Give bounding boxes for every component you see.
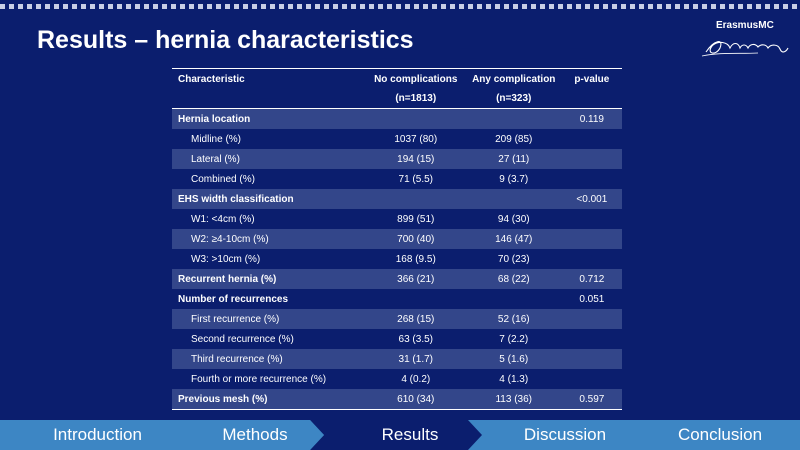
results-table: Characteristic No complications Any comp… bbox=[172, 68, 622, 410]
nav-item-conclusion[interactable]: Conclusion bbox=[677, 425, 763, 444]
row-label: Fourth or more recurrence (%) bbox=[191, 373, 327, 385]
cell-pvalue bbox=[562, 209, 622, 229]
header-any-complication-n: (n=323) bbox=[465, 89, 562, 109]
nav-item-discussion[interactable]: Discussion bbox=[523, 425, 607, 444]
active-section-chevron bbox=[310, 420, 482, 450]
cell-any-complication bbox=[465, 108, 562, 129]
header-no-complications-n: (n=1813) bbox=[365, 89, 466, 109]
nav-item-introduction[interactable]: Introduction bbox=[53, 425, 142, 444]
cell-no-complications: 71 (5.5) bbox=[398, 173, 433, 185]
table-row: Midline (%) 1037 (80) 209 (85) bbox=[172, 129, 622, 149]
signature-icon bbox=[701, 41, 789, 57]
table-row: Third recurrence (%) 31 (1.7) 5 (1.6) bbox=[172, 349, 622, 369]
cell-any-complication: 4 (1.3) bbox=[499, 373, 529, 385]
cell-no-complications: 31 (1.7) bbox=[365, 349, 466, 369]
table-row: Lateral (%) 194 (15) 27 (11) bbox=[172, 149, 622, 169]
cell-pvalue bbox=[562, 369, 622, 389]
cell-any-complication: 9 (3.7) bbox=[499, 173, 529, 185]
cell-pvalue bbox=[562, 249, 622, 269]
table-row: Hernia location 0.119 bbox=[172, 108, 622, 129]
cell-pvalue: 0.119 bbox=[561, 108, 622, 129]
header-pvalue: p-value bbox=[561, 68, 622, 89]
cell-any-complication: 52 (16) bbox=[465, 309, 562, 329]
header-row-n: (n=1813) (n=323) bbox=[172, 89, 622, 109]
row-label: Second recurrence (%) bbox=[191, 333, 294, 345]
cell-no-complications bbox=[365, 108, 466, 129]
cell-pvalue bbox=[561, 149, 622, 169]
header-characteristic: Characteristic bbox=[172, 68, 366, 89]
slide-title: Results – hernia characteristics bbox=[37, 26, 414, 54]
cell-pvalue bbox=[562, 169, 622, 189]
table-row: Recurrent hernia (%) 366 (21) 68 (22) 0.712 bbox=[172, 269, 622, 289]
cell-pvalue: 0.712 bbox=[561, 269, 622, 289]
cell-no-complications: 700 (40) bbox=[365, 229, 466, 249]
cell-no-complications: 899 (51) bbox=[397, 213, 435, 225]
cell-no-complications: 63 (3.5) bbox=[398, 333, 433, 345]
table-row: Number of recurrences 0.051 bbox=[172, 289, 622, 309]
table-row: W1: <4cm (%) 899 (51) 94 (30) bbox=[172, 209, 622, 229]
cell-any-complication: 7 (2.2) bbox=[499, 333, 529, 345]
row-label: EHS width classification bbox=[172, 189, 366, 209]
cell-pvalue: <0.001 bbox=[561, 189, 622, 209]
cell-no-complications: 268 (15) bbox=[365, 309, 466, 329]
erasmus-mc-logo: ErasmusMC bbox=[700, 20, 790, 60]
cell-pvalue bbox=[562, 329, 622, 349]
table-row: Fourth or more recurrence (%) 4 (0.2) 4 (1… bbox=[172, 369, 622, 389]
nav-item-results[interactable]: Results bbox=[381, 425, 439, 444]
table-body: Hernia location 0.119 Midline (%) 1037 (80)… bbox=[172, 108, 622, 410]
cell-any-complication: 94 (30) bbox=[497, 213, 530, 225]
cell-no-complications: 168 (9.5) bbox=[395, 253, 436, 265]
row-label: Previous mesh (%) bbox=[172, 389, 366, 410]
cell-any-complication bbox=[465, 189, 562, 209]
row-label: Hernia location bbox=[172, 108, 366, 129]
row-label: Midline (%) bbox=[191, 133, 242, 145]
row-label: W3: >10cm (%) bbox=[191, 253, 261, 265]
cell-any-complication: 70 (23) bbox=[497, 253, 530, 265]
cell-any-complication: 5 (1.6) bbox=[465, 349, 562, 369]
cell-no-complications bbox=[366, 289, 466, 309]
table-row: Second recurrence (%) 63 (3.5) 7 (2.2) bbox=[172, 329, 622, 349]
cell-no-complications: 4 (0.2) bbox=[401, 373, 431, 385]
row-label: First recurrence (%) bbox=[172, 309, 366, 329]
nav-item-methods[interactable]: Methods bbox=[222, 425, 288, 444]
table-row: EHS width classification <0.001 bbox=[172, 189, 622, 209]
header-no-complications: No complications bbox=[365, 68, 466, 89]
cell-no-complications: 1037 (80) bbox=[394, 133, 438, 145]
row-label: Combined (%) bbox=[191, 173, 255, 185]
cell-pvalue: 0.051 bbox=[579, 293, 605, 305]
header-any-complication: Any complication bbox=[465, 68, 562, 89]
table-row: First recurrence (%) 268 (15) 52 (16) bbox=[172, 309, 622, 329]
cell-any-complication: 27 (11) bbox=[465, 149, 562, 169]
row-label: Number of recurrences bbox=[178, 293, 289, 305]
cell-pvalue: 0.597 bbox=[561, 389, 622, 410]
section-nav-bar: Introduction Methods Results Discussion … bbox=[0, 420, 800, 450]
cell-pvalue bbox=[561, 349, 622, 369]
row-label: Third recurrence (%) bbox=[172, 349, 366, 369]
row-label: Recurrent hernia (%) bbox=[172, 269, 366, 289]
dashed-top-border bbox=[0, 4, 800, 9]
cell-pvalue bbox=[562, 129, 622, 149]
row-label: Lateral (%) bbox=[172, 149, 366, 169]
header-row: Characteristic No complications Any comp… bbox=[172, 68, 622, 89]
cell-no-complications: 194 (15) bbox=[365, 149, 466, 169]
table-row: W3: >10cm (%) 168 (9.5) 70 (23) bbox=[172, 249, 622, 269]
cell-no-complications bbox=[365, 189, 466, 209]
row-label: W1: <4cm (%) bbox=[191, 213, 255, 225]
cell-any-complication: 209 (85) bbox=[495, 133, 533, 145]
table-row: W2: ≥4-10cm (%) 700 (40) 146 (47) bbox=[172, 229, 622, 249]
cell-any-complication: 146 (47) bbox=[465, 229, 562, 249]
cell-pvalue bbox=[561, 229, 622, 249]
cell-no-complications: 610 (34) bbox=[365, 389, 466, 410]
cell-pvalue bbox=[561, 309, 622, 329]
cell-any-complication bbox=[466, 289, 562, 309]
cell-any-complication: 113 (36) bbox=[465, 389, 562, 410]
table-row: Combined (%) 71 (5.5) 9 (3.7) bbox=[172, 169, 622, 189]
cell-any-complication: 68 (22) bbox=[465, 269, 562, 289]
cell-no-complications: 366 (21) bbox=[365, 269, 466, 289]
table-row: Previous mesh (%) 610 (34) 113 (36) 0.597 bbox=[172, 389, 622, 410]
logo-text: ErasmusMC bbox=[716, 20, 774, 31]
row-label: W2: ≥4-10cm (%) bbox=[172, 229, 366, 249]
